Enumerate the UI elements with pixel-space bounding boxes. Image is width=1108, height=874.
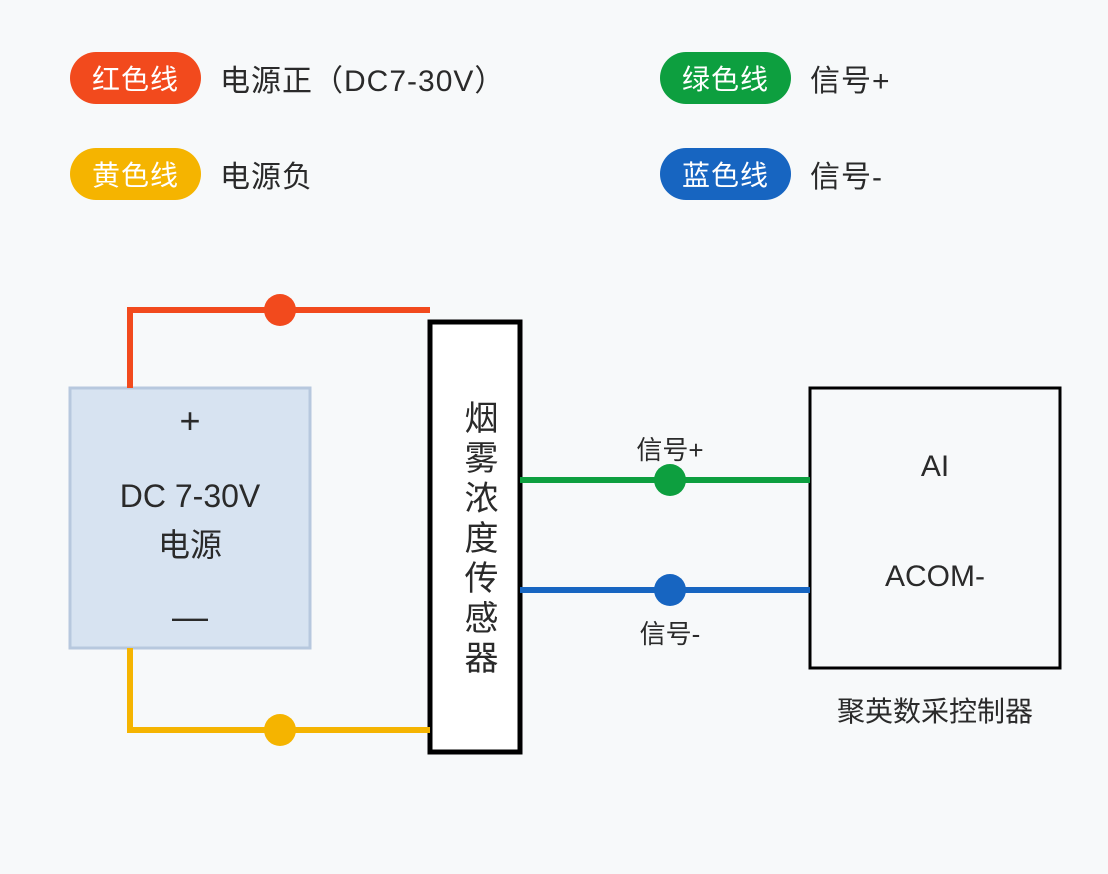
power-minus: —	[70, 596, 310, 638]
controller-line2: ACOM-	[810, 560, 1060, 594]
wire-green-label: 信号+	[600, 430, 740, 467]
wire-red-dot	[264, 294, 296, 326]
power-line1: DC 7-30V	[70, 478, 310, 515]
sensor-label: 烟雾浓度传感器	[454, 360, 503, 720]
wire-yellow-dot	[264, 714, 296, 746]
controller-caption: 聚英数采控制器	[810, 690, 1060, 730]
power-line2: 电源	[70, 520, 310, 566]
wire-blue-dot	[654, 574, 686, 606]
controller-box	[810, 388, 1060, 668]
wire-green-dot	[654, 464, 686, 496]
wire-blue-label: 信号-	[600, 614, 740, 651]
controller-line1: AI	[810, 450, 1060, 484]
power-plus: +	[70, 400, 310, 442]
diagram-canvas: 红色线 电源正（DC7-30V） 黄色线 电源负 绿色线 信号+ 蓝色线 信号-…	[0, 0, 1108, 874]
